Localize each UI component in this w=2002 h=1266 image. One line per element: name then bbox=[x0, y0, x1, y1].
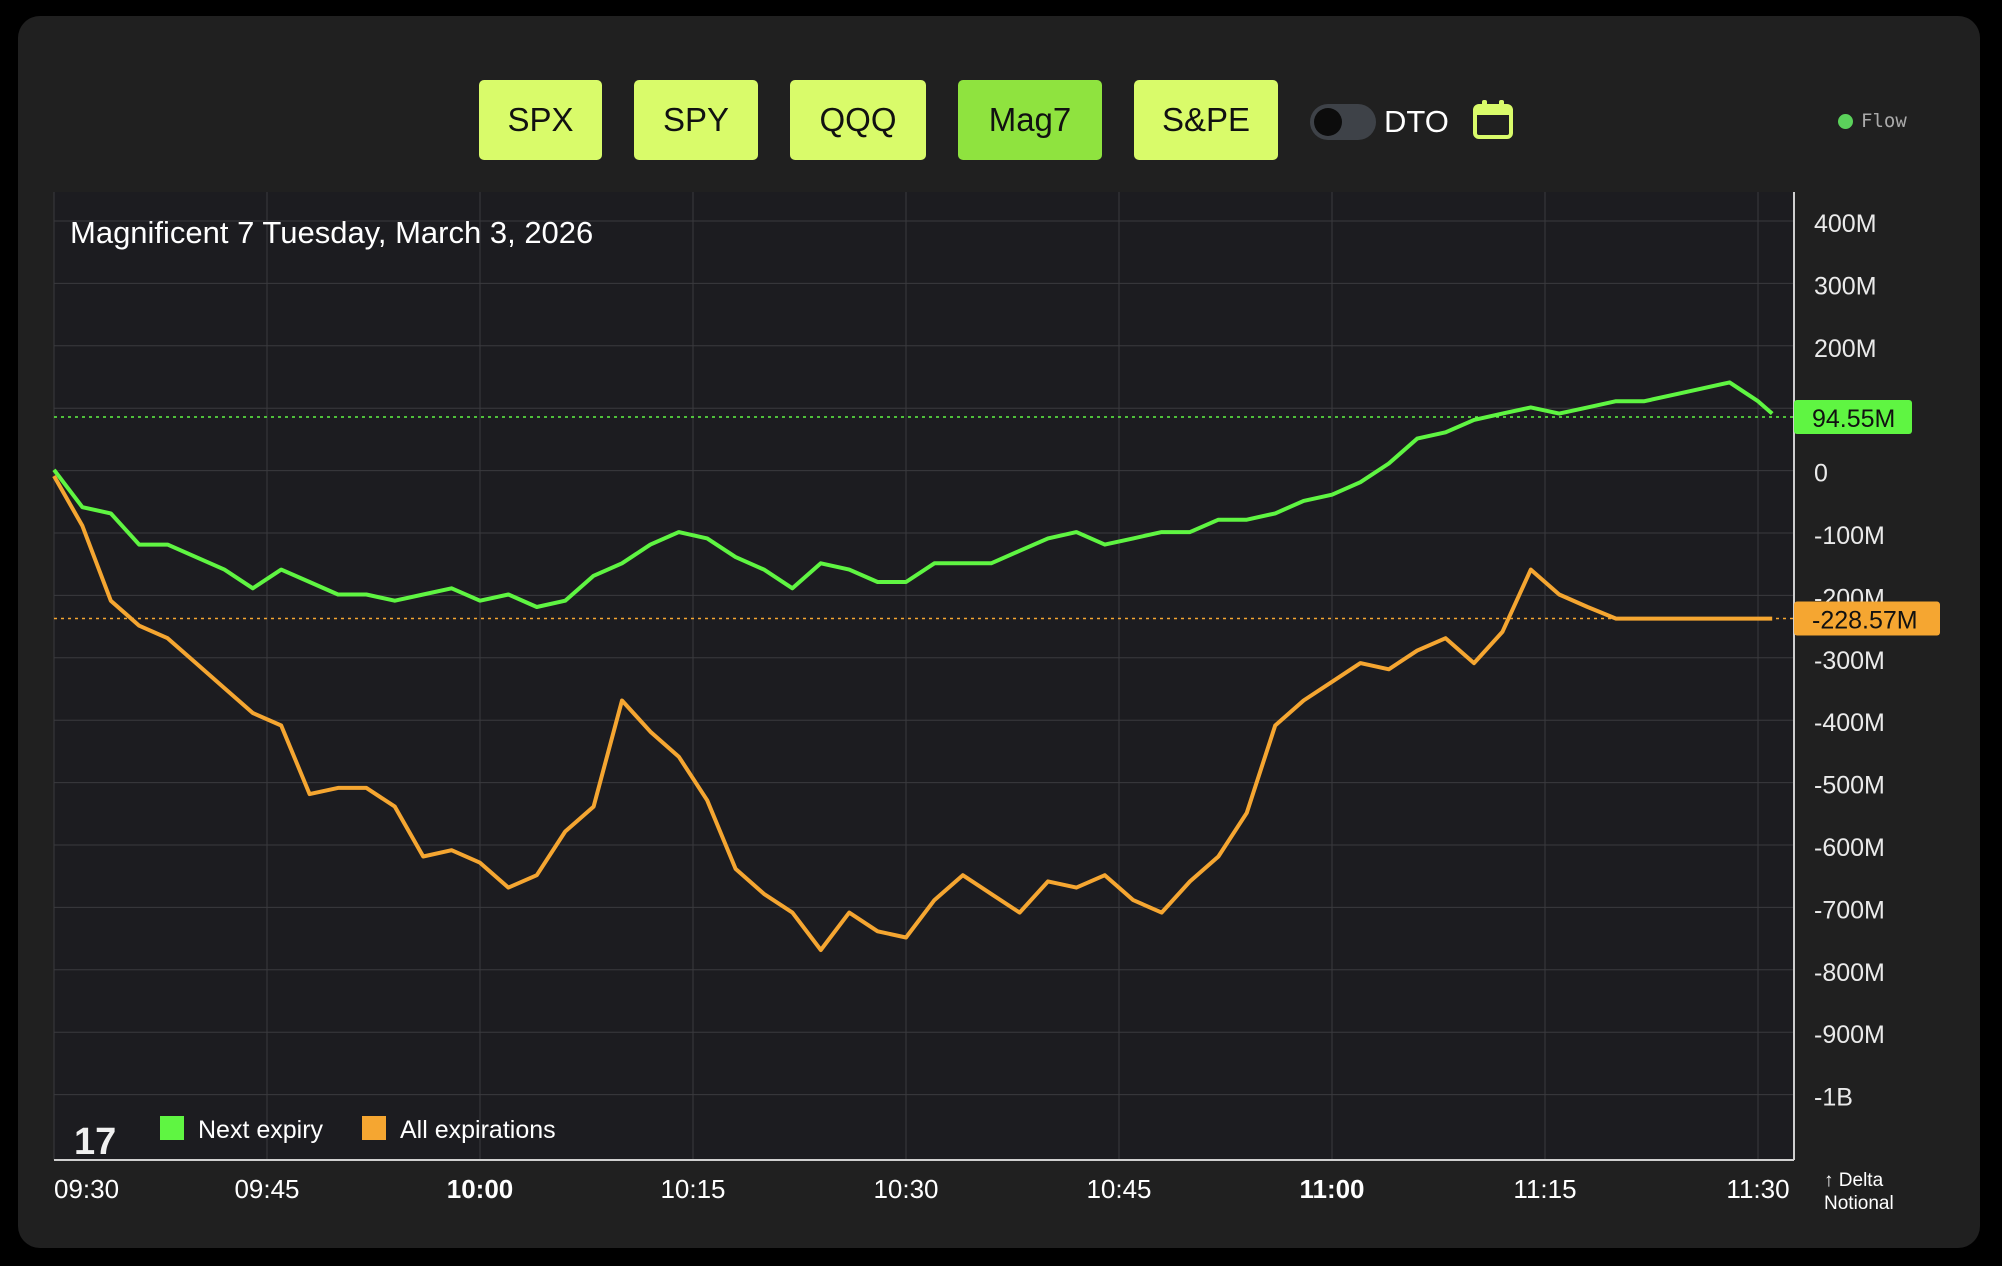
chart-panel: SPX SPY QQQ Mag7 S&PE DTO Flow 400M 300M 2… bbox=[18, 16, 1980, 1248]
toolbar: SPX SPY QQQ Mag7 S&PE DTO Flow bbox=[18, 16, 1980, 186]
y-tick-label: -900M bbox=[1814, 1021, 1885, 1049]
x-tick-label: 11:00 bbox=[1299, 1174, 1364, 1204]
y-tick-label: -1B bbox=[1814, 1084, 1853, 1112]
x-tick-label: 10:30 bbox=[873, 1174, 938, 1204]
x-tick-label: 11:30 bbox=[1726, 1174, 1789, 1204]
y-tick-label: -600M bbox=[1814, 834, 1885, 862]
dto-label: DTO bbox=[1384, 104, 1449, 139]
y-tick-label: 400M bbox=[1814, 210, 1877, 238]
flow-status: Flow bbox=[1838, 110, 1907, 132]
mag7-button[interactable]: Mag7 bbox=[958, 80, 1102, 160]
last-value-badge bbox=[1794, 601, 1940, 636]
legend-label: All expirations bbox=[400, 1116, 556, 1144]
y-tick-label: 200M bbox=[1814, 335, 1877, 363]
qqq-button[interactable]: QQQ bbox=[790, 80, 926, 160]
y-tick-label: -300M bbox=[1814, 647, 1885, 675]
y-axis-label: Notional bbox=[1824, 1193, 1894, 1214]
spy-button[interactable]: SPY bbox=[634, 80, 758, 160]
y-tick-label: -800M bbox=[1814, 959, 1885, 987]
legend-swatch bbox=[362, 1116, 386, 1140]
last-value-label: 94.55M bbox=[1812, 405, 1895, 433]
x-tick-label: 11:15 bbox=[1513, 1174, 1576, 1204]
last-value-label: -228.57M bbox=[1812, 607, 1918, 635]
calendar-icon[interactable] bbox=[1472, 98, 1514, 140]
x-tick-label: 09:45 bbox=[234, 1174, 299, 1204]
y-tick-label: 0 bbox=[1814, 460, 1828, 488]
spe-button[interactable]: S&PE bbox=[1134, 80, 1278, 160]
y-tick-label: 300M bbox=[1814, 272, 1877, 300]
next-expiry-line bbox=[52, 380, 1774, 609]
spx-button[interactable]: SPX bbox=[479, 80, 602, 160]
status-dot bbox=[1838, 113, 1853, 129]
y-axis-label: ↑ Delta bbox=[1824, 1170, 1884, 1191]
chart-title: Magnificent 7 Tuesday, March 3, 2026 bbox=[70, 215, 593, 250]
flow-label: Flow bbox=[1861, 110, 1907, 132]
y-tick-label: -100M bbox=[1814, 522, 1885, 550]
all-expirations-line bbox=[52, 475, 1773, 952]
dto-toggle[interactable] bbox=[1310, 104, 1376, 140]
x-tick-label: 10:45 bbox=[1086, 1174, 1151, 1204]
last-value-badge bbox=[1794, 400, 1912, 435]
x-tick-label: 10:00 bbox=[447, 1174, 514, 1204]
y-tick-label: -400M bbox=[1814, 709, 1885, 737]
y-tick-label: -500M bbox=[1814, 772, 1885, 800]
chart: 400M300M200M100M0-100M-200M-300M-400M-50… bbox=[52, 192, 1940, 1214]
x-tick-label: 09:30 bbox=[54, 1174, 119, 1204]
plot-area bbox=[54, 192, 1794, 1160]
x-tick-label: 10:15 bbox=[660, 1174, 725, 1204]
legend-label: Next expiry bbox=[198, 1116, 324, 1144]
toggle-knob bbox=[1314, 108, 1342, 136]
y-tick-label: -700M bbox=[1814, 896, 1885, 924]
tradingview-logo: 17 bbox=[74, 1121, 116, 1163]
legend-swatch bbox=[160, 1116, 184, 1140]
